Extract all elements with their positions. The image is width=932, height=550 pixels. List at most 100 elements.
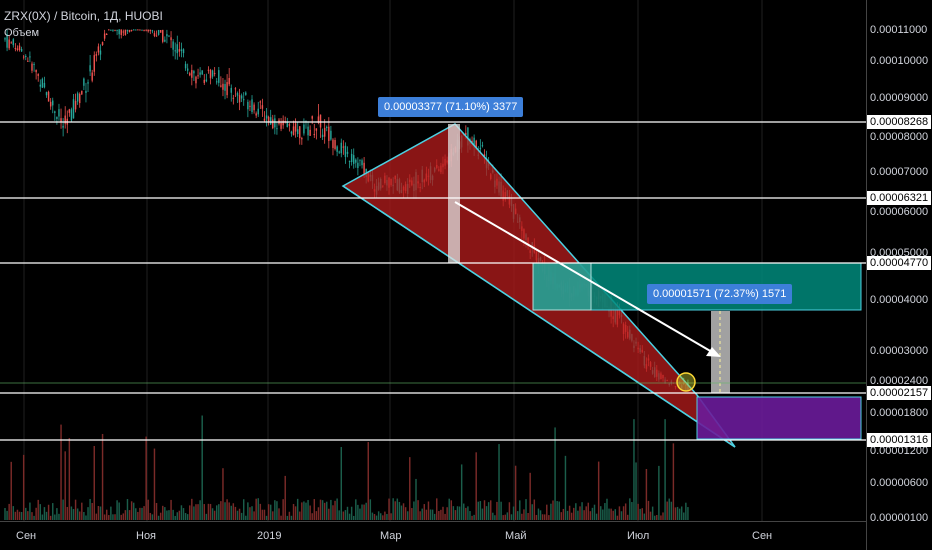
candle-body	[226, 82, 228, 96]
candle-body	[143, 29, 145, 31]
candle-body	[112, 29, 114, 31]
volume-bar	[639, 508, 641, 520]
volume-bar	[62, 499, 64, 520]
volume-bar	[56, 508, 58, 520]
volume-bar	[110, 506, 112, 520]
level-lines[interactable]	[0, 121, 866, 441]
candle-body	[99, 50, 102, 55]
volume-bar	[539, 510, 542, 520]
volume-bar	[423, 504, 426, 520]
price-tick: 0.00009000	[870, 92, 929, 104]
volume-bar	[500, 501, 502, 520]
volume-bar	[442, 506, 444, 520]
volume-bar	[365, 502, 367, 520]
candle-body	[56, 116, 58, 120]
candle-body	[334, 140, 336, 149]
volume-bar	[99, 506, 102, 520]
candle-body	[299, 126, 301, 139]
volume-bar	[475, 452, 477, 520]
volume-bar	[514, 465, 517, 520]
volume-bar	[438, 511, 440, 520]
date-tick: Сен	[16, 530, 37, 542]
volume-bar	[162, 505, 164, 520]
volume-bar	[31, 512, 33, 520]
volume-bar	[259, 503, 262, 520]
level-price-label: 0.00008268	[867, 115, 932, 129]
volume-bar	[653, 515, 656, 520]
price-tick: 0.00001200	[870, 445, 929, 457]
volume-bar	[641, 508, 643, 520]
candle-body	[230, 87, 232, 93]
volume-bar	[25, 507, 27, 520]
candle-body	[8, 39, 10, 49]
volume-bar	[483, 500, 486, 520]
volume-bar	[95, 513, 98, 520]
volume-bar	[614, 509, 616, 520]
candle-body	[83, 78, 85, 86]
consolidation-box[interactable]	[532, 262, 592, 311]
volume-bar	[164, 507, 166, 520]
price-tick: 0.00002400	[870, 375, 929, 387]
volume-bar	[157, 515, 160, 520]
measure-callout-top[interactable]: 0.00003377 (71.10%) 3377	[378, 97, 524, 117]
volume-bar	[674, 507, 677, 520]
candle-body	[6, 34, 8, 48]
projection-arrow[interactable]	[454, 201, 713, 353]
volume-bar	[631, 502, 633, 520]
volume-bar	[137, 511, 139, 520]
volume-bar	[496, 501, 498, 520]
volume-bar	[39, 504, 42, 520]
candle-body	[151, 30, 154, 32]
wedge-measure-bar[interactable]	[448, 124, 460, 263]
volume-bar	[132, 502, 135, 520]
volume-bar	[406, 511, 409, 520]
candle-body	[245, 92, 247, 95]
candle-body	[251, 99, 253, 113]
candle-body	[105, 33, 108, 35]
volume-bar	[570, 512, 573, 520]
purple-zone-box[interactable]	[696, 396, 862, 440]
candle-body	[340, 142, 342, 154]
candle-body	[180, 49, 183, 52]
candle-body	[346, 151, 349, 154]
volume-bar	[537, 508, 540, 520]
candle-body	[116, 29, 118, 31]
volume-bar	[83, 511, 85, 520]
volume-bar	[305, 502, 307, 520]
wedge-bottom-line[interactable]	[342, 185, 736, 448]
volume-bar	[581, 502, 583, 520]
candle-body	[357, 162, 359, 169]
candle-body	[294, 123, 297, 132]
candle-body	[201, 70, 203, 75]
candle-body	[35, 70, 37, 73]
target-measure-bar[interactable]	[711, 311, 730, 393]
highlight-circle[interactable]	[676, 372, 696, 392]
volume-bar	[238, 508, 241, 520]
candle-body	[155, 35, 158, 37]
time-scale-divider	[0, 521, 866, 522]
volume-bar	[597, 461, 600, 520]
volume-bar	[562, 508, 565, 520]
volume-bar	[450, 500, 453, 520]
volume-bar	[319, 499, 322, 520]
candle-body	[159, 30, 162, 33]
volume-bar	[191, 498, 193, 520]
volume-bar	[531, 504, 533, 520]
candle-body	[145, 29, 147, 31]
measure-callout-right[interactable]: 0.00001571 (72.37%) 1571	[647, 284, 793, 304]
volume-bar	[41, 514, 44, 520]
volume-bar	[159, 512, 162, 520]
volume-bar	[278, 508, 280, 520]
volume-bar	[54, 514, 56, 520]
volume-bar	[14, 511, 17, 520]
volume-bar	[224, 502, 226, 520]
candle-body	[130, 29, 133, 31]
volume-bar	[357, 504, 359, 520]
candle-body	[211, 70, 214, 77]
volume-bar	[70, 506, 73, 520]
candle-body	[122, 31, 125, 33]
volume-bar	[276, 501, 278, 520]
candle-body	[348, 160, 351, 162]
price-tick: 0.00003000	[870, 345, 929, 357]
